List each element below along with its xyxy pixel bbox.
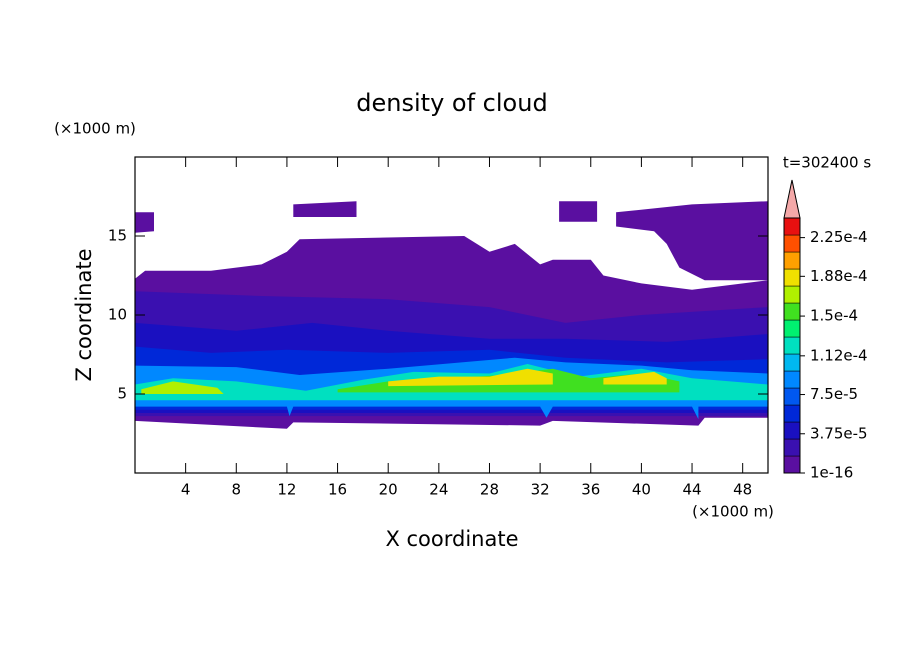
cloud-region: [135, 212, 154, 233]
colorbar-band: [783, 234, 801, 253]
cloud-region: [603, 371, 667, 385]
colorbar-band: [783, 285, 801, 304]
colorbar-extend: [783, 179, 801, 219]
colorbar-band: [783, 421, 801, 440]
colorbar-band: [783, 370, 801, 389]
contour-field: [135, 201, 768, 429]
colorbar-frame: [783, 217, 801, 474]
x-tick-label: 20: [379, 481, 398, 499]
cloud-region: [559, 201, 598, 222]
x-tick-label: 40: [632, 481, 651, 499]
colorbar-tick-label: 2.25e-4: [810, 228, 868, 246]
y-unit: (×1000 m): [54, 120, 136, 138]
colorbar-band: [783, 438, 801, 457]
y-tick-label: 5: [117, 385, 127, 403]
colorbar-band: [783, 336, 801, 355]
y-tick-label: 10: [108, 306, 127, 324]
colorbar-band: [783, 353, 801, 372]
x-tick-label: 48: [733, 481, 752, 499]
x-tick-label: 32: [531, 481, 550, 499]
y-tick-label: 15: [108, 227, 127, 245]
colorbar-band: [783, 251, 801, 270]
x-axis-title: X coordinate: [385, 527, 518, 551]
colorbar-tick-label: 1.12e-4: [810, 346, 868, 364]
colorbar-tick-label: 1e-16: [810, 464, 853, 482]
colorbar-band: [783, 387, 801, 406]
x-tick-label: 16: [328, 481, 347, 499]
colorbar-band: [783, 268, 801, 287]
colorbar-tick-label: 1.88e-4: [810, 267, 868, 285]
cloud-region: [141, 381, 224, 394]
x-tick-label: 24: [429, 481, 448, 499]
colorbar-band: [783, 319, 801, 338]
time-label: t=302400 s: [783, 154, 871, 172]
chart-title: density of cloud: [356, 89, 547, 117]
x-tick-label: 4: [181, 481, 191, 499]
cloud-region: [293, 201, 357, 217]
colorbar-band: [783, 455, 801, 474]
cloud-region: [616, 201, 768, 281]
colorbar-tick-label: 3.75e-5: [810, 424, 868, 442]
cloud-region: [388, 368, 553, 387]
colorbar-band: [783, 217, 801, 236]
colorbar-band: [783, 302, 801, 321]
colorbar-band: [783, 404, 801, 423]
y-axis-title: Z coordinate: [72, 248, 96, 381]
x-tick-label: 36: [581, 481, 600, 499]
x-tick-label: 12: [277, 481, 296, 499]
x-tick-label: 8: [232, 481, 242, 499]
colorbar-tick-label: 1.5e-4: [810, 307, 858, 325]
x-unit: (×1000 m): [692, 503, 774, 521]
colorbar-tick-label: 7.5e-5: [810, 385, 858, 403]
x-tick-label: 28: [480, 481, 499, 499]
x-tick-label: 44: [682, 481, 701, 499]
